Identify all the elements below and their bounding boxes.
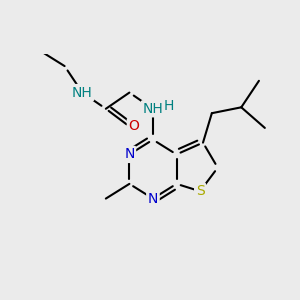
Text: NH: NH (142, 102, 163, 116)
Text: S: S (196, 184, 204, 198)
Text: N: N (148, 192, 158, 206)
Text: O: O (128, 119, 139, 134)
Text: N: N (124, 147, 135, 161)
Text: H: H (164, 99, 174, 113)
Text: NH: NH (72, 85, 93, 100)
